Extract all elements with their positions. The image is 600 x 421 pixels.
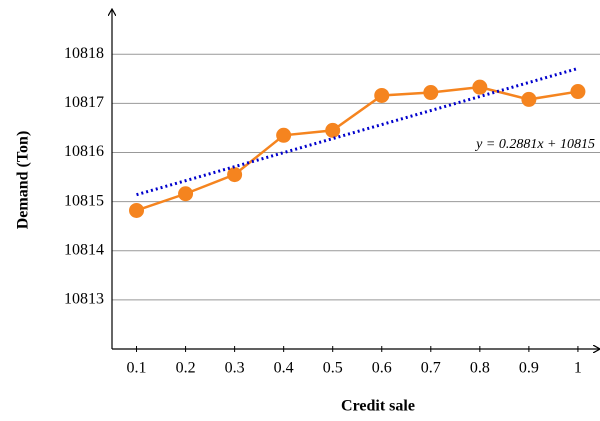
x-tick-label: 0.3 <box>225 360 245 377</box>
data-point <box>472 79 488 95</box>
series-line <box>136 85 579 212</box>
data-point <box>423 85 439 101</box>
trendline-label: y = 0.2881x + 10815 <box>474 137 595 152</box>
data-point <box>227 167 243 183</box>
x-tick-label: 0.1 <box>127 360 147 377</box>
trendline <box>136 67 579 197</box>
y-tick-label: 10816 <box>64 143 104 160</box>
x-tick-label: 0.7 <box>421 360 441 377</box>
data-point <box>521 91 537 107</box>
data-point <box>570 84 586 100</box>
x-tick-label: 1 <box>574 360 582 377</box>
x-tick-label: 0.4 <box>274 360 294 377</box>
data-point <box>374 87 390 103</box>
x-tick-label: 0.5 <box>323 360 343 377</box>
x-tick-label: 0.2 <box>176 360 196 377</box>
x-tick-label: 0.8 <box>470 360 490 377</box>
y-tick-label: 10818 <box>64 45 104 62</box>
data-point <box>178 186 194 202</box>
y-axis-label: Demand (Ton) <box>15 131 32 230</box>
y-tick-label: 10817 <box>64 94 104 111</box>
data-point <box>276 127 292 143</box>
x-tick-label: 0.9 <box>519 360 539 377</box>
data-point <box>129 202 145 218</box>
y-tick-label: 10813 <box>64 291 104 308</box>
y-tick-label: 10814 <box>64 241 104 258</box>
x-tick-label: 0.6 <box>372 360 392 377</box>
x-axis-label: Credit sale <box>341 398 415 415</box>
y-tick-label: 10815 <box>64 192 104 209</box>
data-point <box>325 122 341 138</box>
